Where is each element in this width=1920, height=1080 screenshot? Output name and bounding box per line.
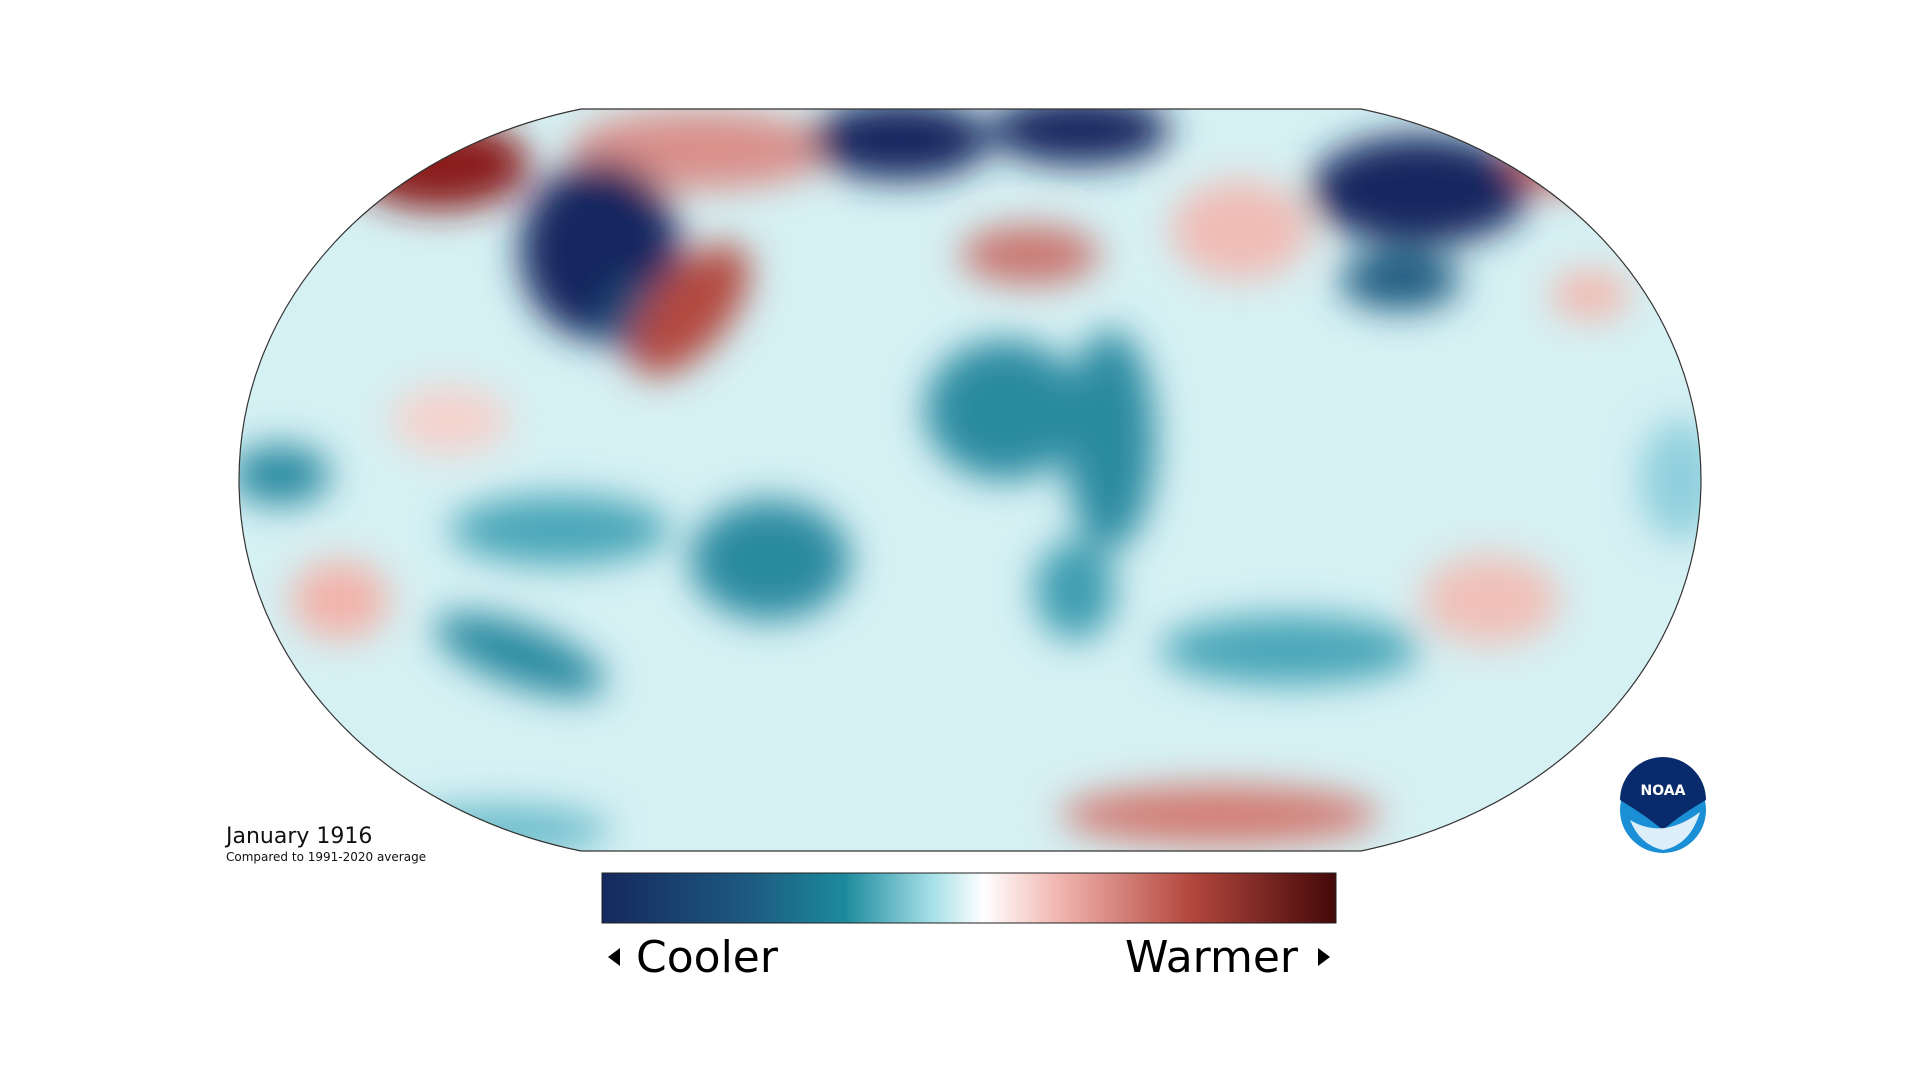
legend-low: Cooler xyxy=(636,932,779,983)
anomaly-field xyxy=(239,109,1701,851)
color-scale xyxy=(601,872,1337,924)
anomaly-blobs xyxy=(239,109,1701,851)
legend-high: Warmer xyxy=(1125,932,1299,983)
logo-top xyxy=(1620,757,1706,830)
map-outline xyxy=(238,108,1702,852)
map-title: January 1916 xyxy=(224,824,372,849)
map-subtitle: Compared to 1991-2020 average xyxy=(226,850,426,864)
noaa-logo: NOAA xyxy=(1620,757,1706,853)
cooler-arrow xyxy=(608,948,620,966)
warmer-arrow xyxy=(1318,948,1330,966)
logo-text: NOAA xyxy=(1641,783,1686,799)
logo-bird xyxy=(1630,812,1700,850)
